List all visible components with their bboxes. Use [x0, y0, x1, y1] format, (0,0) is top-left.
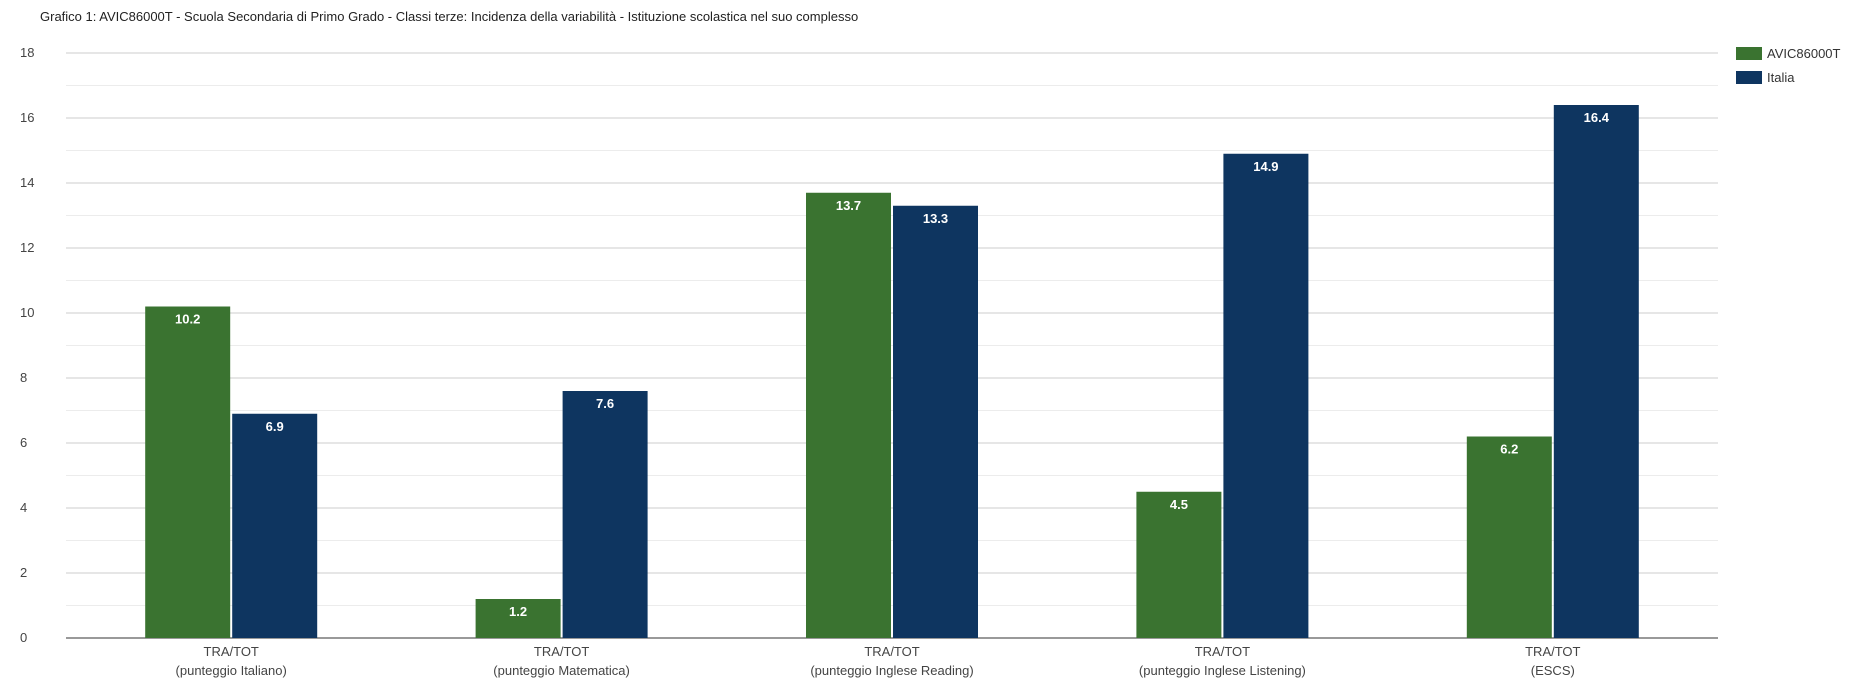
- y-tick-label: 18: [20, 45, 34, 60]
- bar: [475, 599, 561, 638]
- legend: AVIC86000T Italia: [1736, 46, 1841, 85]
- x-tick-label: (punteggio Italiano): [176, 663, 287, 678]
- data-label: 13.7: [836, 198, 861, 213]
- data-label: 6.2: [1500, 442, 1518, 457]
- data-label: 10.2: [175, 312, 200, 327]
- bar: [1466, 436, 1552, 638]
- legend-swatch: [1736, 71, 1762, 84]
- data-label: 16.4: [1584, 110, 1610, 125]
- x-tick-label: TRA/TOT: [864, 644, 919, 659]
- data-label: 1.2: [509, 604, 527, 619]
- data-labels: 10.2 6.9 1.2 7.6 13.7 13.3 4.5 14.9 6.2 16.4: [175, 110, 1610, 619]
- bars: [145, 105, 1639, 638]
- bar: [232, 413, 318, 638]
- legend-swatch: [1736, 47, 1762, 60]
- data-label: 6.9: [266, 419, 284, 434]
- y-tick-label: 10: [20, 305, 34, 320]
- bar: [1553, 105, 1639, 638]
- y-tick-label: 0: [20, 630, 27, 645]
- x-tick-label: (punteggio Matematica): [493, 663, 630, 678]
- x-tick-label: TRA/TOT: [534, 644, 589, 659]
- y-tick-label: 2: [20, 565, 27, 580]
- bar: [1136, 491, 1222, 638]
- chart-title: Grafico 1: AVIC86000T - Scuola Secondari…: [40, 9, 859, 24]
- y-tick-label: 12: [20, 240, 34, 255]
- x-tick-label: (punteggio Inglese Reading): [810, 663, 973, 678]
- x-tick-label: (punteggio Inglese Listening): [1139, 663, 1306, 678]
- y-tick-label: 16: [20, 110, 34, 125]
- bar: [145, 306, 231, 638]
- x-tick-label: TRA/TOT: [204, 644, 259, 659]
- y-tick-label: 6: [20, 435, 27, 450]
- legend-label: Italia: [1767, 70, 1795, 85]
- bar: [806, 192, 891, 638]
- x-tick-label: TRA/TOT: [1525, 644, 1580, 659]
- data-label: 14.9: [1253, 159, 1278, 174]
- y-tick-label: 14: [20, 175, 34, 190]
- bar: [562, 391, 648, 638]
- x-tick-label: (ESCS): [1531, 663, 1575, 678]
- y-axis: 0 2 4 6 8 10 12 14 16 18: [20, 45, 34, 645]
- legend-label: AVIC86000T: [1767, 46, 1841, 61]
- data-label: 13.3: [923, 211, 948, 226]
- data-label: 4.5: [1170, 497, 1188, 512]
- data-label: 7.6: [596, 396, 614, 411]
- gridlines: [66, 52, 1718, 639]
- y-tick-label: 8: [20, 370, 27, 385]
- x-tick-label: TRA/TOT: [1195, 644, 1250, 659]
- x-axis: TRA/TOT (punteggio Italiano) TRA/TOT (punte…: [176, 644, 1581, 678]
- y-tick-label: 4: [20, 500, 27, 515]
- bar: [893, 205, 978, 638]
- bar: [1223, 153, 1309, 638]
